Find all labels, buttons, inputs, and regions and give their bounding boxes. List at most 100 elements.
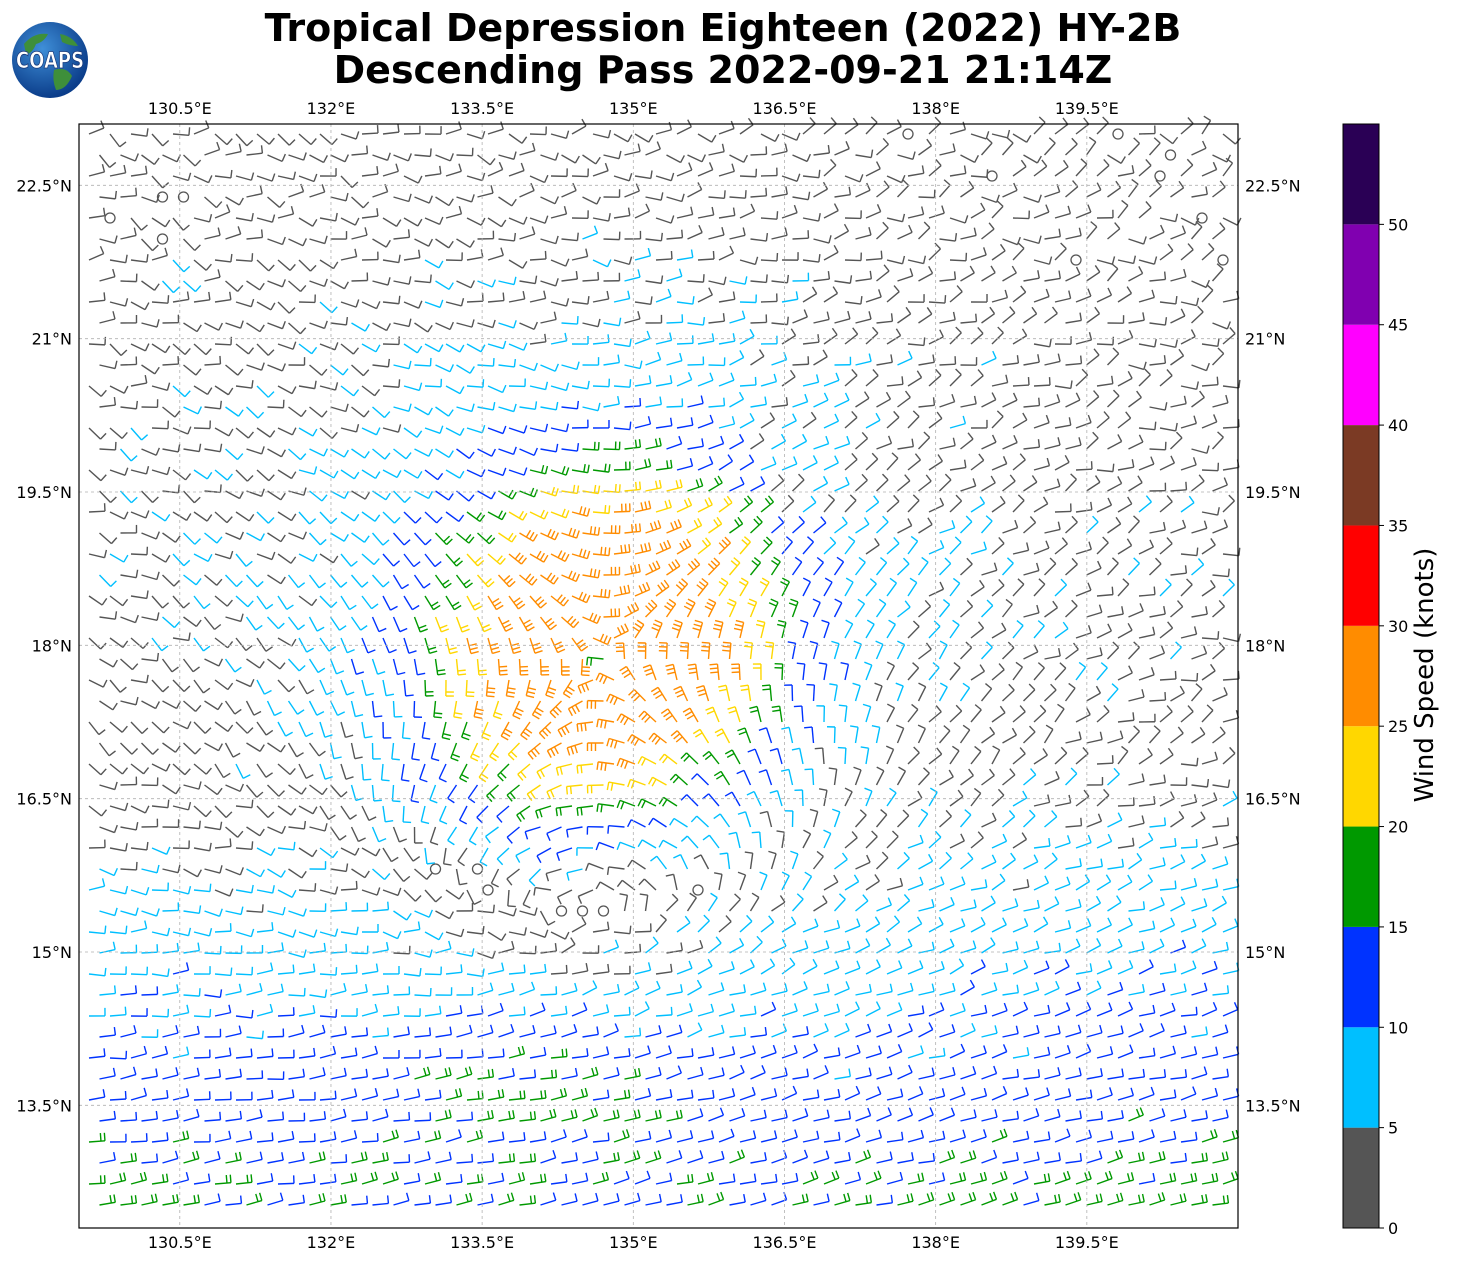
wind-barb xyxy=(309,320,328,330)
wind-barb xyxy=(435,490,454,501)
wind-barb-staff xyxy=(393,280,410,285)
wind-barb-staff xyxy=(960,154,976,164)
wind-barb-flag xyxy=(531,142,536,151)
wind-barb xyxy=(1086,348,1100,366)
wind-barb-flag xyxy=(846,435,851,444)
wind-barb-staff xyxy=(655,382,672,387)
wind-barb-staff xyxy=(267,406,284,409)
wind-barb xyxy=(1138,626,1156,639)
wind-barb-flag xyxy=(581,670,590,673)
wind-barb-flag xyxy=(546,572,553,580)
wind-barb xyxy=(172,721,192,730)
wind-barb-flag xyxy=(1079,312,1082,321)
wind-barb xyxy=(461,721,471,741)
wind-barb-flag xyxy=(597,318,601,327)
wind-barb-staff xyxy=(1075,295,1092,303)
wind-barb xyxy=(1149,557,1162,576)
wind-barb-flag xyxy=(632,626,640,632)
wind-barb xyxy=(193,175,213,184)
wind-barb xyxy=(319,679,335,696)
wind-barb-staff xyxy=(886,125,902,135)
wind-barb-flag xyxy=(925,474,932,482)
wind-barb-flag xyxy=(595,672,601,681)
wind-barb xyxy=(666,193,685,203)
wind-barb-flag xyxy=(507,532,514,541)
wind-barb xyxy=(382,721,392,739)
wind-barb-flag xyxy=(628,256,633,265)
wind-barb-flag xyxy=(226,516,233,524)
wind-barb xyxy=(676,162,693,177)
wind-barb-flag xyxy=(183,559,191,567)
wind-barb-flag xyxy=(486,691,495,694)
wind-barb-flag xyxy=(868,227,872,236)
wind-barb-staff xyxy=(109,595,124,607)
wind-barb xyxy=(1190,683,1203,702)
wind-barb-staff xyxy=(1180,464,1197,471)
wind-barb-staff xyxy=(561,448,578,452)
wind-barb-staff xyxy=(120,406,137,410)
wind-barb-flag xyxy=(800,619,809,624)
wind-barb-flag xyxy=(311,598,318,606)
wind-barb xyxy=(88,427,107,440)
wind-barb xyxy=(634,416,652,429)
wind-barb-staff xyxy=(760,463,777,471)
wind-barb-flag xyxy=(125,254,128,263)
wind-barb-staff xyxy=(277,427,293,436)
wind-barb-staff xyxy=(1002,362,1019,366)
wind-barb-flag xyxy=(748,598,757,603)
wind-barb-staff xyxy=(309,191,325,198)
wind-barb-staff xyxy=(445,427,461,436)
wind-barb xyxy=(697,133,717,143)
wind-barb-staff xyxy=(770,643,775,660)
wind-barb-staff xyxy=(949,582,961,597)
wind-barb-staff xyxy=(812,602,821,618)
wind-barb xyxy=(519,226,536,240)
wind-barb xyxy=(771,316,789,326)
wind-barb-flag xyxy=(102,679,108,688)
wind-barb xyxy=(477,358,495,367)
wind-barb xyxy=(141,571,160,581)
wind-barb-flag xyxy=(533,646,542,651)
wind-barb-flag xyxy=(146,674,149,683)
wind-barb xyxy=(455,658,467,676)
wind-barb-flag xyxy=(501,512,507,520)
wind-barb-flag xyxy=(623,585,627,594)
wind-barb-staff xyxy=(592,385,610,388)
wind-barb-flag xyxy=(1133,641,1140,648)
wind-barb-flag xyxy=(1087,582,1092,591)
wind-barb-staff xyxy=(760,133,776,143)
wind-barb-flag xyxy=(1031,306,1038,315)
wind-barb-flag xyxy=(1112,347,1120,355)
wind-barb xyxy=(802,117,816,135)
wind-barb-staff xyxy=(246,236,263,240)
wind-barb xyxy=(592,633,612,646)
wind-barb xyxy=(151,247,169,261)
wind-barb-staff xyxy=(981,272,996,282)
wind-barb xyxy=(760,252,779,262)
wind-barb-flag xyxy=(483,627,492,633)
wind-barb-staff xyxy=(886,175,902,184)
wind-barb-staff xyxy=(561,189,577,198)
wind-barb xyxy=(806,683,816,702)
wind-barb-flag xyxy=(914,453,921,461)
wind-barb-flag xyxy=(563,692,571,699)
wind-barb-flag xyxy=(565,298,570,307)
wind-barb-staff xyxy=(120,363,137,366)
wind-barb-flag xyxy=(1153,256,1158,265)
wind-barb-flag xyxy=(634,523,638,532)
wind-barb-staff xyxy=(392,658,399,675)
wind-barb-flag xyxy=(619,715,626,724)
wind-barb xyxy=(308,658,326,674)
wind-barb xyxy=(802,411,817,429)
wind-barb xyxy=(414,274,432,284)
wind-barb-flag xyxy=(353,471,360,480)
wind-barb-flag xyxy=(1133,515,1140,522)
wind-barb-flag xyxy=(110,580,117,587)
wind-barb-flag xyxy=(893,410,900,418)
wind-barb-staff xyxy=(844,499,857,513)
wind-barb-staff xyxy=(897,445,914,450)
wind-barb xyxy=(603,483,621,494)
wind-barb xyxy=(1044,184,1061,198)
wind-barb-flag xyxy=(437,673,446,676)
wind-barb-flag xyxy=(1190,329,1196,337)
